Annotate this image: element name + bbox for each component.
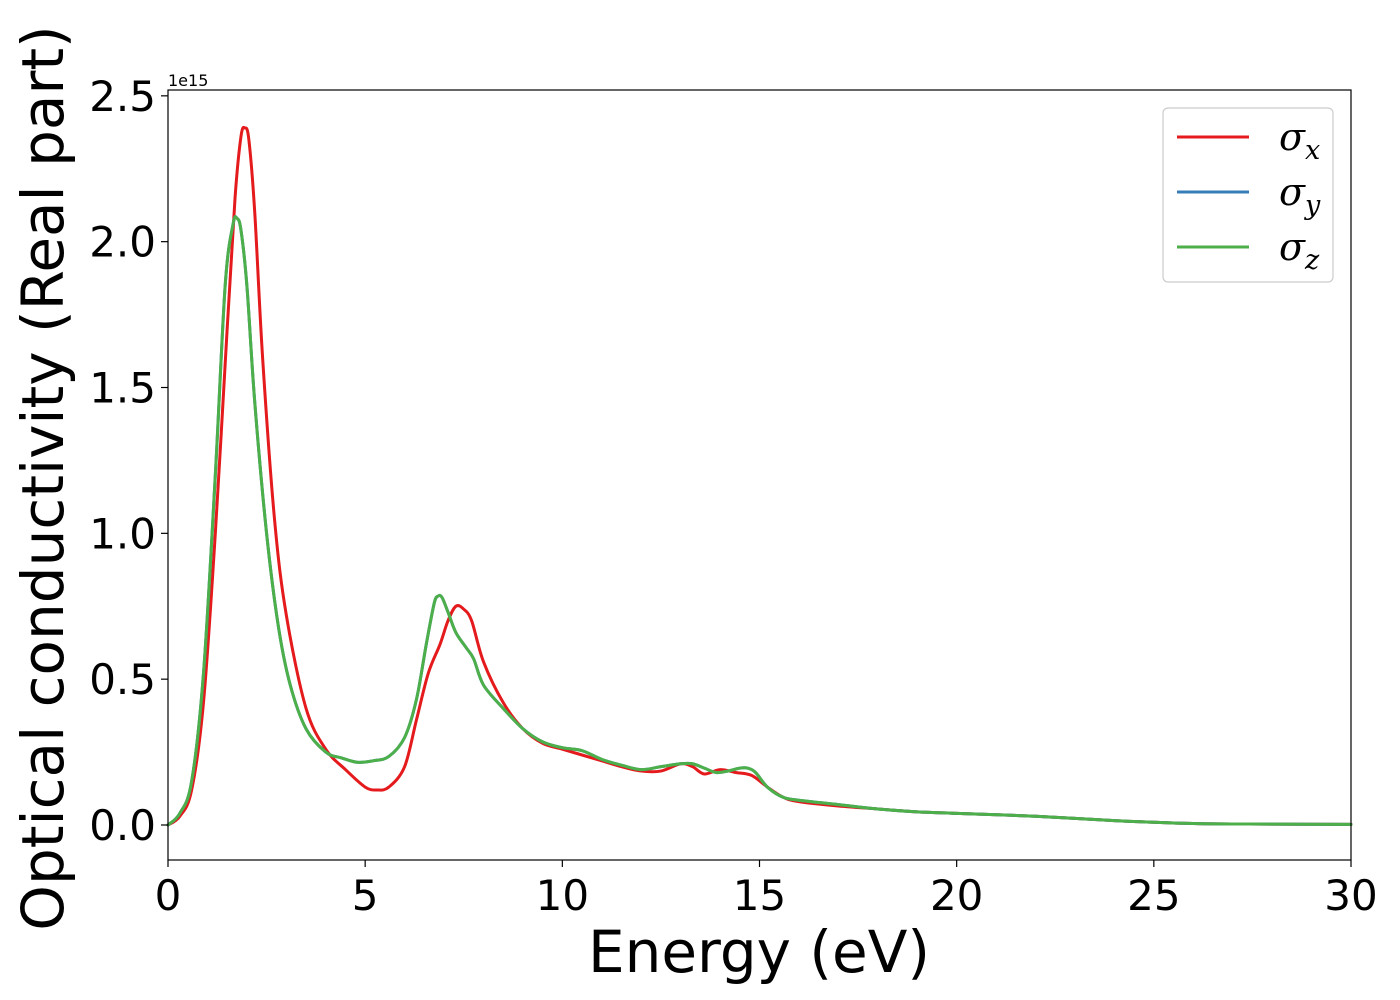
y-tick-label: 0.5: [89, 655, 156, 704]
x-tick-label: 25: [1127, 871, 1180, 920]
x-tick-label: 5: [352, 871, 379, 920]
y-tick-label: 1.0: [89, 509, 156, 558]
legend-label-base: σ: [1279, 170, 1306, 214]
legend-box: [1162, 107, 1334, 283]
legend-label-subscript: x: [1305, 135, 1320, 166]
y-offset-label: 1e15: [168, 71, 208, 90]
x-tick-label: 15: [733, 871, 786, 920]
y-tick-label: 1.5: [89, 364, 156, 413]
legend-label-base: σ: [1279, 225, 1306, 269]
x-tick-label: 20: [930, 871, 983, 920]
y-tick-label: 2.5: [89, 72, 156, 121]
legend-label-subscript: z: [1304, 245, 1320, 276]
x-tick-label: 30: [1324, 871, 1377, 920]
series-layer: [166, 125, 1353, 827]
y-tick-label: 0.0: [89, 801, 156, 850]
y-axis-title: Optical conductivity (Real part): [9, 25, 77, 930]
series-line-z: [166, 215, 1353, 827]
legend-label-x: σx: [1279, 115, 1320, 166]
plot-area: [168, 90, 1351, 860]
x-tick-label: 0: [155, 871, 182, 920]
legend-label-z: σz: [1279, 225, 1320, 276]
y-axis: 0.0 0.5 1.0 1.5 2.0 2.5: [89, 72, 168, 850]
y-tick-label: 2.0: [89, 218, 156, 267]
legend-label-subscript: y: [1304, 190, 1321, 221]
legend-label-y: σy: [1279, 170, 1321, 221]
x-axis-title: Energy (eV): [588, 918, 930, 986]
x-tick-label: 10: [536, 871, 589, 920]
legend-label-base: σ: [1279, 115, 1306, 159]
x-axis: 0 5 10 15 20 25 30: [155, 860, 1378, 920]
